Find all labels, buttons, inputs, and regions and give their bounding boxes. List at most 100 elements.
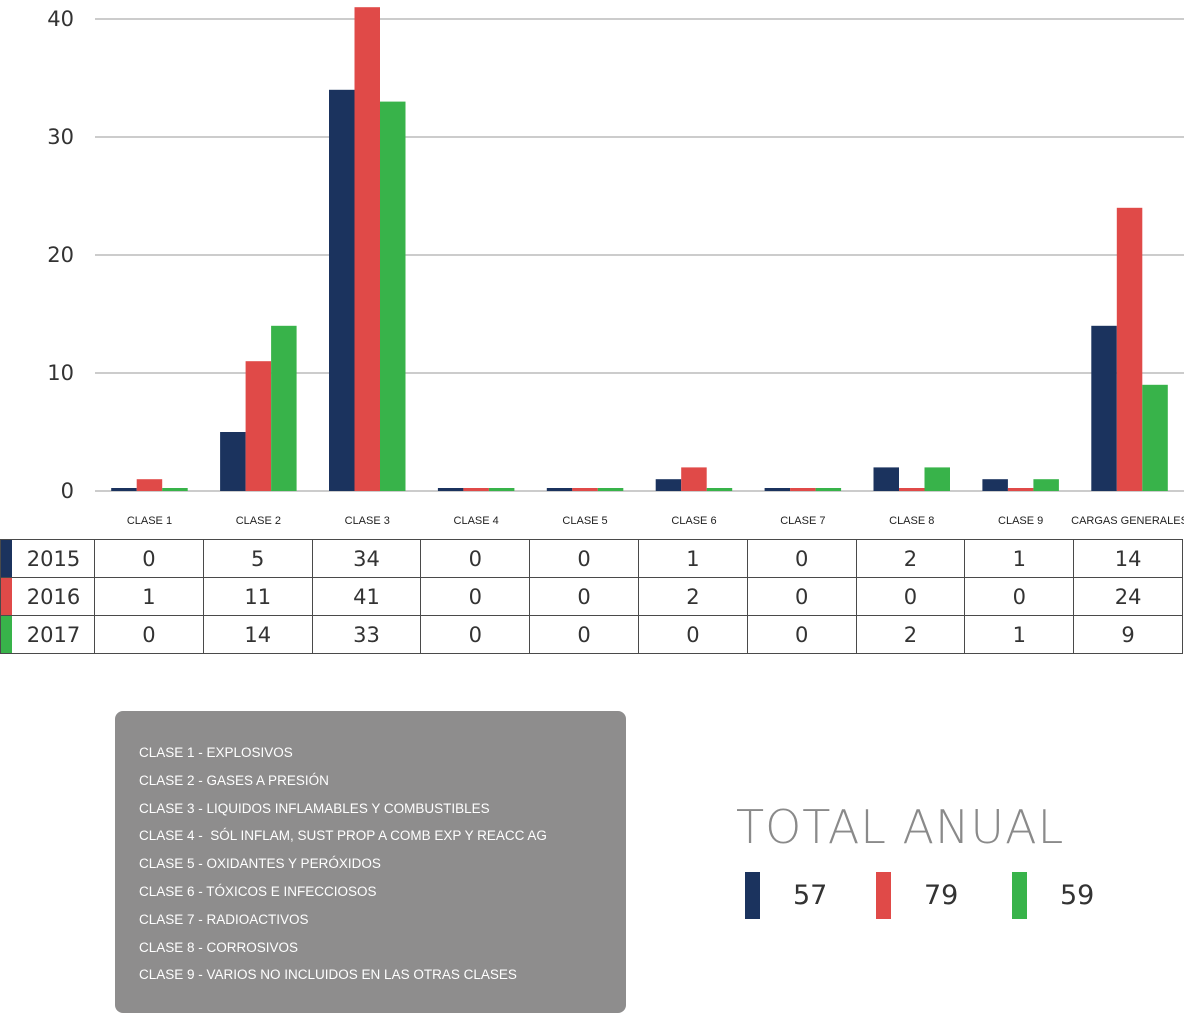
bar-2017-clase-3: [380, 101, 406, 491]
table-cell: 14: [202, 615, 313, 654]
table-cell: 24: [1073, 577, 1183, 616]
table-cell: 0: [746, 539, 857, 578]
bar-2015-clase-2: [220, 432, 246, 491]
total-value: 57: [793, 880, 828, 911]
table-cell: 0: [746, 615, 857, 654]
year-cell: 2017: [0, 615, 95, 654]
table-cell: 1: [94, 577, 204, 616]
table-row: 2017 0 14 33 0 0 0 0 2 1 9: [0, 615, 1183, 654]
bar-2017-clase-1: [162, 488, 188, 491]
y-tick-label: 10: [47, 361, 74, 385]
bar-2015-cargas-generales: [1091, 325, 1117, 491]
x-tick-label: CLASE 8: [889, 515, 934, 527]
bar-chart: 0 10 20 30 40 CLASE 1 CLASE 2 CLASE 3 CLASE 4 CL…: [47, 7, 1184, 527]
table-cell: 0: [529, 615, 639, 654]
legend-line: CLASE 7 - RADIOACTIVOS: [139, 911, 309, 927]
total-anual-title: TOTAL ANUAL: [736, 800, 1065, 854]
y-tick-label: 0: [61, 479, 74, 503]
year-label: 2015: [26, 546, 81, 571]
table-cell: 9: [1073, 615, 1183, 654]
legend-line: CLASE 4 - SÓL INFLAM, SUST PROP A COMB E…: [139, 828, 547, 844]
y-tick-label: 40: [47, 7, 74, 31]
year-label: 2016: [26, 584, 81, 609]
total-value: 59: [1060, 880, 1095, 911]
x-tick-label: CARGAS GENERALES: [1071, 515, 1184, 527]
bar-2016-clase-7: [790, 488, 816, 491]
table-cell: 41: [311, 577, 422, 616]
legend-line: CLASE 6 - TÓXICOS E INFECCIOSOS: [139, 883, 377, 899]
bar-2017-cargas-generales: [1142, 384, 1168, 491]
table-cell: 33: [311, 615, 422, 654]
table-cell: 0: [420, 539, 531, 578]
bar-2015-clase-8: [873, 467, 899, 491]
class-legend-box: CLASE 1 - EXPLOSIVOS CLASE 2 - GASES A PR…: [115, 711, 626, 1013]
table-cell: 14: [1073, 539, 1183, 578]
bar-2017-clase-8: [924, 467, 950, 491]
bar-2016-clase-5: [572, 488, 598, 491]
x-tick-label: CLASE 2: [236, 515, 281, 527]
table-cell: 0: [855, 577, 966, 616]
bar-2017-clase-7: [815, 488, 842, 491]
table-cell: 0: [746, 577, 857, 616]
bar-2016-clase-3: [354, 7, 380, 491]
bar-2016-cargas-generales: [1116, 207, 1143, 492]
bar-2015-clase-3: [329, 89, 355, 492]
table-cell: 0: [529, 577, 639, 616]
legend-line: CLASE 2 - GASES A PRESIÓN: [139, 772, 329, 788]
year-label: 2017: [26, 622, 81, 647]
table-cell: 2: [855, 615, 966, 654]
table-cell: 0: [94, 615, 204, 654]
bar-2017-clase-4: [488, 488, 515, 491]
legend-line: CLASE 3 - LIQUIDOS INFLAMABLES Y COMBUST…: [139, 800, 490, 816]
series-swatch: [1, 616, 12, 653]
data-table: 2015 0 5 34 0 0 1 0 2 1 14 2016 1 11 41 0 0 2 0 0 0 24 2017 0 14…: [0, 539, 1183, 654]
bar-2016-clase-2: [245, 361, 272, 491]
bar-2016-clase-1: [136, 479, 163, 491]
legend-line: CLASE 9 - VARIOS NO INCLUIDOS EN LAS OTR…: [139, 967, 517, 983]
table-cell: 11: [202, 577, 313, 616]
bar-2015-clase-7: [764, 488, 791, 491]
y-tick-label: 30: [47, 125, 74, 149]
x-tick-label: CLASE 7: [780, 515, 825, 527]
legend-line: CLASE 8 - CORROSIVOS: [139, 939, 299, 955]
bar-2015-clase-6: [655, 479, 682, 491]
x-tick-label: CLASE 1: [127, 515, 172, 527]
total-swatch: [876, 872, 891, 919]
year-cell: 2015: [0, 539, 95, 578]
x-tick-label: CLASE 3: [345, 515, 390, 527]
x-tick-label: CLASE 9: [998, 515, 1043, 527]
bar-2017-clase-2: [271, 325, 297, 491]
year-cell: 2016: [0, 577, 95, 616]
bar-2016-clase-9: [1007, 488, 1034, 491]
table-cell: 0: [964, 577, 1075, 616]
table-cell: 1: [964, 539, 1075, 578]
bar-2017-clase-9: [1033, 479, 1059, 491]
total-value: 79: [924, 880, 959, 911]
y-axis-ticks: 0 10 20 30 40: [47, 7, 74, 503]
table-cell: 1: [964, 615, 1075, 654]
bar-2017-clase-6: [706, 488, 733, 491]
table-cell: 0: [420, 577, 531, 616]
total-swatch: [745, 872, 760, 919]
y-tick-label: 20: [47, 243, 74, 267]
x-tick-label: CLASE 6: [671, 515, 716, 527]
table-cell: 0: [529, 539, 639, 578]
bar-2016-clase-4: [463, 488, 489, 491]
table-cell: 1: [637, 539, 748, 578]
table-cell: 2: [855, 539, 966, 578]
table-row: 2016 1 11 41 0 0 2 0 0 0 24: [0, 577, 1183, 616]
series-swatch: [1, 578, 12, 615]
bar-2015-clase-5: [546, 488, 573, 491]
x-tick-label: CLASE 4: [454, 515, 499, 527]
x-tick-label: CLASE 5: [562, 515, 607, 527]
bar-2015-clase-9: [982, 479, 1008, 491]
bar-2016-clase-8: [899, 488, 925, 491]
table-cell: 34: [311, 539, 422, 578]
table-cell: 0: [420, 615, 531, 654]
bar-2015-clase-1: [111, 488, 137, 491]
legend-line: CLASE 5 - OXIDANTES Y PERÓXIDOS: [139, 856, 381, 872]
table-row: 2015 0 5 34 0 0 1 0 2 1 14: [0, 539, 1183, 578]
total-swatch: [1012, 872, 1027, 919]
table-cell: 2: [637, 577, 748, 616]
bar-2016-clase-6: [681, 467, 707, 491]
